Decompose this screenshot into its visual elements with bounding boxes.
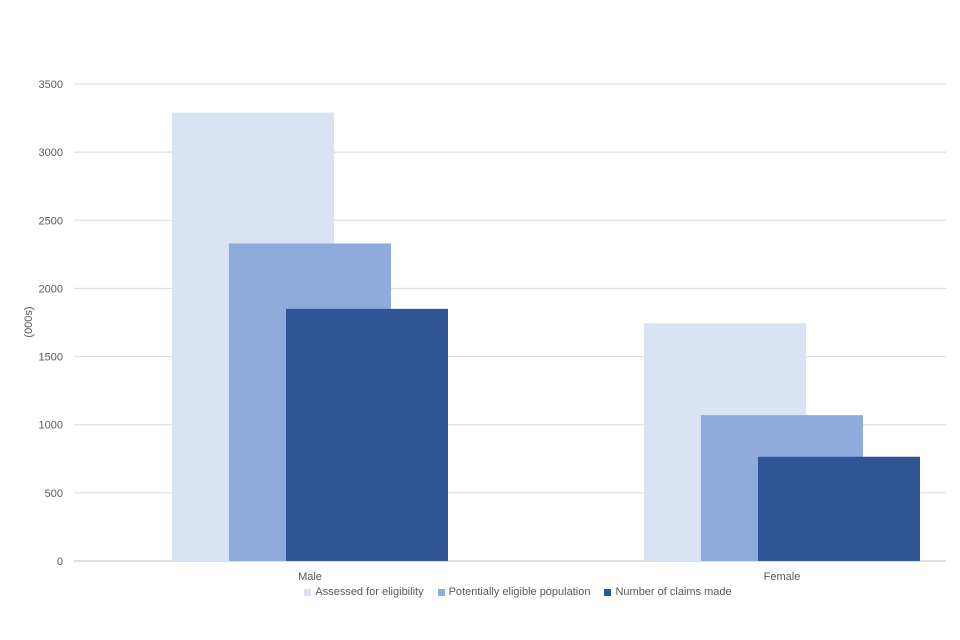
y-axis-label: (000s) (23, 306, 35, 337)
legend-item-2: Potentially eligible population (437, 586, 591, 598)
legend-label: Potentially eligible population (448, 586, 591, 598)
y-tick-label: 3000 (39, 147, 63, 159)
y-tick-label: 2000 (39, 283, 63, 295)
y-tick-label: 3500 (39, 79, 63, 91)
category-label-male: Male (298, 571, 322, 583)
y-tick-label: 2500 (39, 215, 63, 227)
y-tick-label: 1500 (39, 352, 63, 364)
legend-label: Number of claims made (615, 586, 732, 598)
legend: Assessed for eligibility Potentially elig… (0, 586, 960, 598)
y-tick-label: 0 (57, 556, 63, 568)
legend-item-3: Number of claims made (604, 586, 732, 598)
x-axis-categories: Male Female (298, 571, 800, 583)
y-tick-label: 500 (45, 488, 63, 500)
legend-swatch (604, 588, 612, 596)
y-tick-label: 1000 (39, 420, 63, 432)
category-label-female: Female (764, 571, 801, 583)
legend-label: Assessed for eligibility (315, 586, 424, 598)
bar-female-series-3 (758, 456, 920, 561)
bar-male-series-3 (286, 308, 448, 561)
y-axis-ticks: 0 500 1000 1500 2000 2500 3000 3500 (39, 79, 63, 568)
legend-item-1: Assessed for eligibility (304, 586, 424, 598)
legend-swatch (304, 588, 312, 596)
bars (172, 112, 920, 562)
legend-swatch (437, 588, 445, 596)
